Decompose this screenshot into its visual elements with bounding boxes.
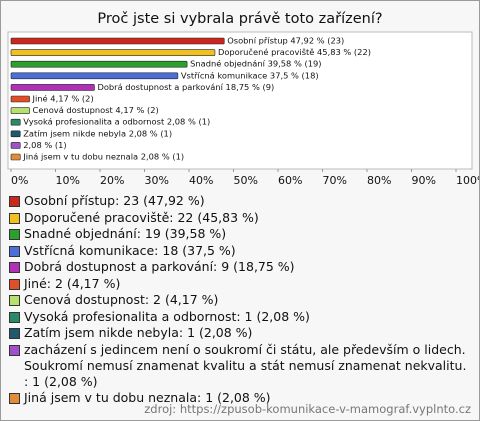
x-tick-label: 30% <box>145 174 169 187</box>
legend-label: Vstřícná komunikace: 18 (37,5 %) <box>24 242 236 258</box>
bar-label: Cenová dostupnost 4,17 % (2) <box>33 105 159 115</box>
bar-label: Osobní přístup 47,92 % (23) <box>227 36 344 46</box>
bar-label: Dobrá dostupnost a parkování 18,75 % (9) <box>97 82 274 92</box>
bar-label: Vstřícná komunikace 37,5 % (18) <box>181 70 319 80</box>
legend-item: Jiná jsem v tu dobu neznala: 1 (2,08 %) <box>9 390 471 406</box>
bar <box>10 130 21 138</box>
legend-item: Cenová dostupnost: 2 (4,17 %) <box>9 292 471 308</box>
bar-label: Doporučené pracoviště 45,83 % (22) <box>218 47 371 57</box>
legend-item: Jiné: 2 (4,17 %) <box>9 276 471 292</box>
bar <box>10 107 30 114</box>
bar <box>10 153 21 161</box>
x-tick-label: 50% <box>234 174 258 187</box>
bar <box>10 72 179 80</box>
legend-label: Jiná jsem v tu dobu neznala: 1 (2,08 %) <box>24 390 271 405</box>
legend-label: Vysoká profesionalita a odbornost: 1 (2,… <box>24 308 310 324</box>
x-tick-label: 0% <box>11 174 28 187</box>
legend-item: Vstřícná komunikace: 18 (37,5 %) <box>9 243 471 259</box>
legend-swatch <box>9 262 20 273</box>
legend-label: zacházení s jedincem není o soukromí či … <box>24 341 467 389</box>
bar-label: Vysoká profesionalita a odbornost 2,08 %… <box>23 117 210 127</box>
legend-label: Osobní přístup: 23 (47,92 %) <box>24 193 205 208</box>
x-tick-label: 60% <box>278 174 302 187</box>
legend-swatch <box>9 311 20 323</box>
x-tick-label: 20% <box>100 174 124 187</box>
legend-swatch <box>9 328 20 339</box>
bar-label: Jiná jsem v tu dobu neznala 2,08 % (1) <box>22 152 184 162</box>
legend-label: Zatím jsem nikde nebyla: 1 (2,08 %) <box>24 325 253 340</box>
legend-swatch <box>9 212 20 224</box>
legend-label: Cenová dostupnost: 2 (4,17 %) <box>24 292 219 307</box>
x-tick-label: 90% <box>412 174 436 187</box>
bar <box>10 84 95 91</box>
legend-item: Zatím jsem nikde nebyla: 1 (2,08 %) <box>9 325 471 341</box>
bar <box>10 95 30 103</box>
bar-label: Zatím jsem nikde nebyla 2,08 % (1) <box>23 128 172 138</box>
legend-swatch <box>9 245 20 257</box>
legend-item: Osobní přístup: 23 (47,92 %) <box>9 193 471 209</box>
bar <box>10 142 21 149</box>
bar <box>10 60 188 68</box>
x-tick-label: 70% <box>323 174 347 187</box>
x-tick-label: 100% <box>456 174 479 187</box>
x-tick-label: 80% <box>367 174 391 187</box>
legend-swatch <box>9 278 20 290</box>
legend-item: Dobrá dostupnost a parkování: 9 (18,75 %… <box>9 259 471 275</box>
source: zdroj: https://zpusob-komunikace-v-mamog… <box>144 402 471 416</box>
legend-swatch <box>9 344 20 356</box>
legend-label: Dobrá dostupnost a parkování: 9 (18,75 %… <box>24 259 295 274</box>
legend-item: Snadné objednání: 19 (39,58 %) <box>9 226 471 242</box>
bar <box>10 118 21 126</box>
legend-swatch <box>9 393 20 404</box>
legend-item: Doporučené pracoviště: 22 (45,83 %) <box>9 210 471 226</box>
bar <box>10 37 225 45</box>
legend-label: Jiné: 2 (4,17 %) <box>24 275 121 291</box>
chart-title: Proč jste si vybrala právě toto zařízení… <box>97 11 382 27</box>
legend-item: Vysoká profesionalita a odbornost: 1 (2,… <box>9 309 471 325</box>
bar-label: Snadné objednání 39,58 % (19) <box>190 59 321 69</box>
bar <box>10 49 216 56</box>
legend-item: zacházení s jedincem není o soukromí či … <box>9 342 471 390</box>
legend: Osobní přístup: 23 (47,92 %) Doporučené p… <box>9 193 471 407</box>
legend-swatch <box>9 196 20 207</box>
legend-swatch <box>9 229 20 240</box>
legend-swatch <box>9 295 20 306</box>
bar-label: 2,08 % (1) <box>23 140 66 150</box>
x-tick-label: 10% <box>56 174 80 187</box>
legend-label: Snadné objednání: 19 (39,58 %) <box>24 226 227 241</box>
x-tick-label: 40% <box>189 174 213 187</box>
legend-label: Doporučené pracoviště: 22 (45,83 %) <box>24 209 259 225</box>
bar-label: Jiné 4,17 % (2) <box>32 94 94 104</box>
